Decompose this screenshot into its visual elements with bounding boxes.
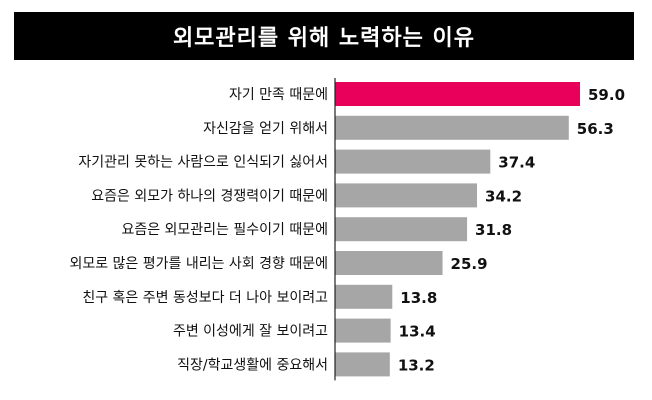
value-label: 13.8 bbox=[400, 289, 437, 307]
category-label: 직장/학교생활에 중요해서 bbox=[177, 357, 328, 373]
category-label: 주변 이성에게 잘 보이려고 bbox=[173, 324, 328, 340]
category-label: 자기 만족 때문에 bbox=[229, 87, 328, 103]
category-label: 자기관리 못하는 사람으로 인식되기 싫어서 bbox=[78, 155, 328, 171]
category-label: 요즘은 외모가 하나의 경쟁력이기 때문에 bbox=[91, 188, 328, 204]
value-label: 13.2 bbox=[398, 356, 435, 374]
bar bbox=[335, 217, 468, 242]
category-label: 자신감을 얻기 위해서 bbox=[203, 121, 328, 137]
bar bbox=[335, 352, 390, 377]
bar bbox=[335, 82, 580, 106]
bar bbox=[335, 115, 569, 140]
bar bbox=[335, 318, 391, 343]
category-label: 친구 혹은 주변 동성보다 더 나아 보이려고 bbox=[82, 290, 328, 306]
value-label: 13.4 bbox=[399, 323, 436, 341]
bar bbox=[335, 149, 491, 174]
bar bbox=[335, 251, 443, 275]
chart-title: 외모관리를 위해 노력하는 이유 bbox=[172, 26, 476, 51]
value-label: 37.4 bbox=[498, 154, 535, 172]
value-label: 59.0 bbox=[588, 86, 625, 104]
bar bbox=[335, 183, 478, 208]
value-label: 31.8 bbox=[475, 221, 512, 239]
value-label: 56.3 bbox=[577, 120, 614, 138]
value-label: 25.9 bbox=[451, 255, 488, 273]
bar bbox=[335, 284, 393, 309]
chart-title-bar: 외모관리를 위해 노력하는 이유 bbox=[14, 12, 634, 60]
category-label: 요즘은 외모관리는 필수이기 때문에 bbox=[121, 222, 328, 238]
category-label: 외모로 많은 평가를 내리는 사회 경향 때문에 bbox=[69, 256, 328, 272]
value-label: 34.2 bbox=[485, 187, 522, 205]
